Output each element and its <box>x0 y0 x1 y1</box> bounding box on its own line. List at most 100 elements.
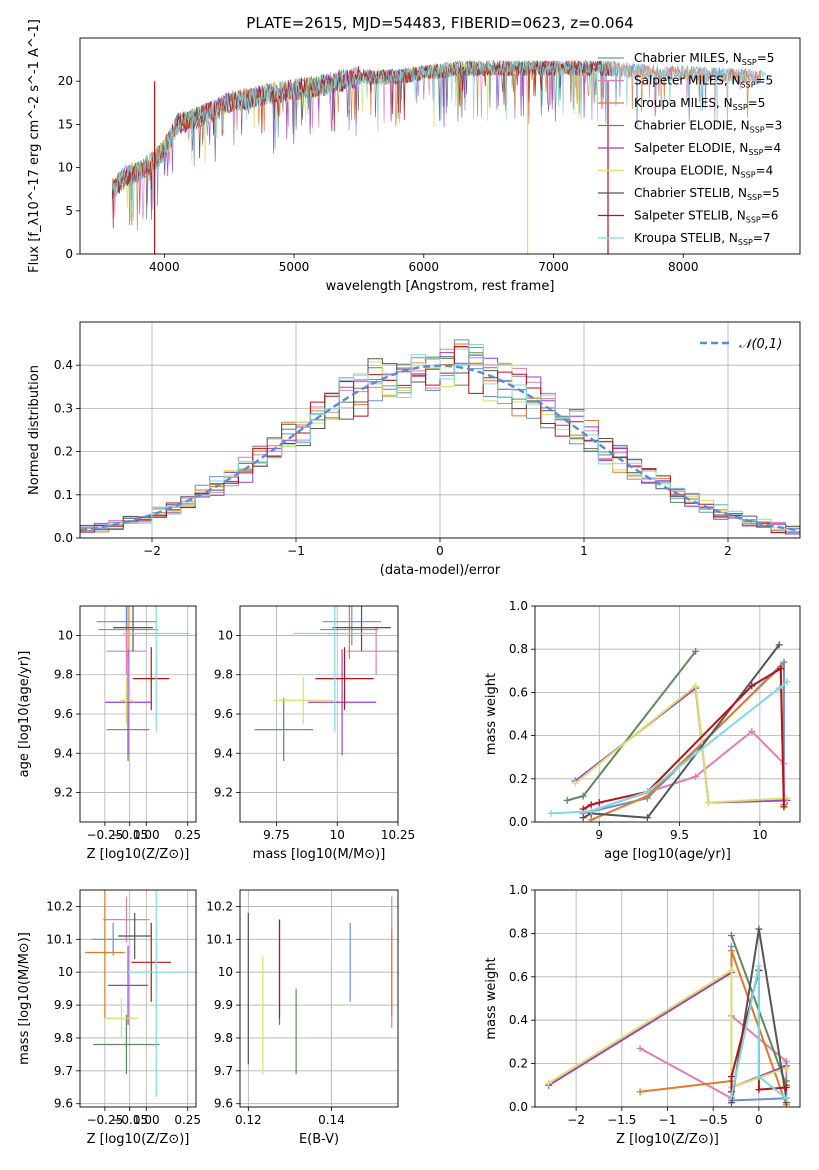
residual-histogram <box>80 344 800 534</box>
x-tick-label: 9.5 <box>670 828 689 842</box>
massweight-series-line <box>566 650 697 802</box>
massweight-marker <box>571 779 579 787</box>
age-mass-plot-area <box>240 606 398 822</box>
x-tick-label: 10 <box>752 828 767 842</box>
age-mass-frame <box>239 605 399 823</box>
y-tick-label: 15 <box>58 117 73 131</box>
massweight-marker <box>777 665 785 673</box>
x-tick-label: 5000 <box>279 260 310 274</box>
errorbar-point <box>91 922 135 956</box>
massweight-marker <box>775 641 783 649</box>
mass-Z-x-label: Z [log10(Z/Z⊙)] <box>87 1132 190 1147</box>
massweight-marker <box>780 658 788 666</box>
normal-reference-curve <box>80 364 800 532</box>
y-tick-label: 9.2 <box>54 786 73 800</box>
y-tick-label: 0.2 <box>509 772 528 786</box>
y-tick-label: 20 <box>58 74 73 88</box>
x-tick-label: 4000 <box>149 260 180 274</box>
massweight-marker <box>643 788 651 796</box>
x-tick-label: 9 <box>595 828 603 842</box>
mass-Z-panel: −0.25−0.150.00 0.25 9.6 9.7 9.8 9.9 10 10.1 10.2… <box>17 889 201 1147</box>
legend-label: Salpeter STELIB, NSSP=6 <box>634 209 778 225</box>
y-tick-label: 0.0 <box>509 1100 528 1114</box>
residuals-plot-area <box>80 322 800 538</box>
massweight-Z-y-label: mass weight <box>484 957 499 1039</box>
y-tick-label: 0.6 <box>509 970 528 984</box>
y-tick-label: 0.1 <box>54 488 73 502</box>
errorbar-point <box>332 606 391 652</box>
massweight-marker <box>780 803 788 811</box>
legend-label: Chabrier ELODIE, NSSP=3 <box>634 119 782 135</box>
mass-ebv-frame <box>239 889 399 1108</box>
errorbar-point <box>93 1014 160 1075</box>
massweight-marker <box>579 814 587 822</box>
x-tick-label: −0.5 <box>699 1113 728 1127</box>
errorbar-point <box>315 647 374 711</box>
massweight-marker <box>579 792 587 800</box>
x-tick-label: 10 <box>330 828 345 842</box>
y-tick-label: 9.6 <box>214 707 233 721</box>
errorbar-point <box>128 890 185 1098</box>
errorbar-point <box>119 676 134 724</box>
y-tick-label: 0.4 <box>54 358 73 372</box>
residuals-x-label: (data-model)/error <box>380 563 501 578</box>
spectrum-x-label: wavelength [Angstrom, rest frame] <box>326 279 555 294</box>
y-tick-label: 10 <box>218 628 233 642</box>
errorbar-point <box>131 922 172 1002</box>
massweight-marker <box>727 932 735 940</box>
x-tick-label: 0.25 <box>174 828 201 842</box>
y-tick-label: 9.8 <box>214 1031 233 1045</box>
massweight-marker <box>692 647 700 655</box>
y-tick-label: 0.3 <box>54 401 73 415</box>
age-mass-x-label: mass [log10(M/M⊙)] <box>253 847 386 862</box>
massweight-Z-plot-area <box>535 890 800 1107</box>
spectrum-legend: Chabrier MILES, NSSP=5 Salpeter MILES, NS… <box>598 51 782 247</box>
y-tick-label: 1.0 <box>509 883 528 897</box>
massweight-marker <box>727 1099 735 1107</box>
age-Z-panel: −0.25−0.150.00 0.25 9.2 9.4 9.6 9.8 10 Z [log10… <box>17 605 201 862</box>
massweight-marker <box>755 962 763 970</box>
massweight-marker <box>727 1073 735 1081</box>
massweight-marker <box>587 807 595 815</box>
legend-label: Kroupa MILES, NSSP=5 <box>634 96 765 112</box>
y-tick-label: 9.4 <box>214 746 233 760</box>
massweight-Z-frame <box>534 889 801 1108</box>
errorbar-point <box>308 649 377 756</box>
spectrum-plot-area <box>112 59 768 254</box>
massweight-marker <box>755 1086 763 1094</box>
legend-label: Kroupa ELODIE, NSSP=4 <box>634 164 773 180</box>
errorbar-point <box>104 649 152 756</box>
residuals-y-label: Normed distribution <box>27 365 42 495</box>
x-tick-label: 9.75 <box>263 828 290 842</box>
massweight-series-line <box>551 680 788 815</box>
massweight-marker <box>704 799 712 807</box>
x-tick-label: 0 <box>755 1113 763 1127</box>
x-tick-label: 0.12 <box>235 1113 262 1127</box>
massweight-age-x-label: age [log10(age/yr)] <box>604 847 731 862</box>
x-tick-label: −2 <box>143 544 161 558</box>
massweight-marker <box>782 1064 790 1072</box>
y-tick-label: 10.2 <box>46 899 73 913</box>
y-tick-label: 10 <box>218 965 233 979</box>
massweight-series-line <box>574 686 788 804</box>
y-tick-label: 0.0 <box>54 531 73 545</box>
errorbar-point <box>123 606 190 732</box>
y-tick-label: 10 <box>58 628 73 642</box>
y-tick-label: 10.1 <box>46 932 73 946</box>
x-tick-label: 7000 <box>538 260 569 274</box>
legend-label: Kroupa STELIB, NSSP=7 <box>634 231 771 247</box>
massweight-age-plot-area <box>535 606 800 822</box>
y-tick-label: 9.6 <box>54 707 73 721</box>
figure-title: PLATE=2615, MJD=54483, FIBERID=0623, z=0… <box>246 14 633 32</box>
massweight-marker <box>547 809 555 817</box>
massweight-marker <box>727 966 735 974</box>
y-tick-label: 9.9 <box>214 998 233 1012</box>
errorbar-point <box>108 945 148 1025</box>
x-tick-label: −0.15 <box>111 1113 148 1127</box>
x-tick-label: −1.5 <box>607 1113 636 1127</box>
spectrum-series-line <box>112 59 612 222</box>
massweight-marker <box>727 1092 735 1100</box>
y-tick-label: 0.2 <box>509 1057 528 1071</box>
massweight-Z-x-label: Z [log10(Z/Z⊙)] <box>616 1132 719 1147</box>
